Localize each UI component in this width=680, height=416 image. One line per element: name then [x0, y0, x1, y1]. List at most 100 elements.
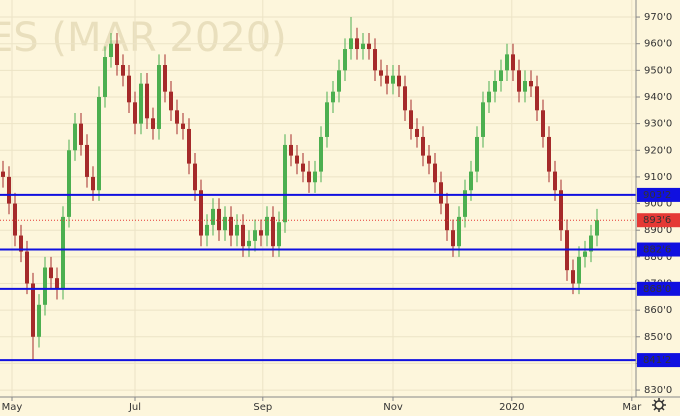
- candle-body: [355, 38, 359, 50]
- candle-body: [367, 43, 371, 50]
- candle-body: [427, 155, 431, 164]
- candle-body: [595, 220, 599, 236]
- candle-body: [181, 123, 185, 129]
- candle-body: [373, 49, 377, 71]
- candle-body: [433, 163, 437, 183]
- candle-body: [583, 251, 587, 257]
- x-tick-label: May: [2, 402, 23, 413]
- candle-body: [163, 65, 167, 92]
- candle-body: [73, 123, 77, 151]
- watermark: ES (MAR 2020): [0, 15, 287, 61]
- settings-icon[interactable]: [652, 398, 666, 412]
- candle-body: [133, 102, 137, 124]
- candle-body: [301, 163, 305, 172]
- y-tick-label: 930'0: [644, 119, 672, 130]
- candle-body: [571, 270, 575, 284]
- candle-body: [127, 75, 131, 103]
- candle-body: [487, 91, 491, 103]
- candle-body: [451, 230, 455, 247]
- candle-body: [211, 208, 215, 225]
- candle-body: [61, 216, 65, 289]
- candle-body: [505, 54, 509, 71]
- level-label: 882'6: [643, 245, 671, 256]
- x-tick-label: Jul: [128, 402, 141, 413]
- candle-body: [193, 163, 197, 191]
- candle-body: [241, 224, 245, 247]
- candle-body: [463, 190, 467, 217]
- candle-body: [403, 86, 407, 111]
- candle-body: [589, 235, 593, 252]
- candle-body: [397, 75, 401, 87]
- y-tick-label: 950'0: [644, 65, 672, 76]
- candle-body: [379, 70, 383, 76]
- candle-body: [235, 224, 239, 236]
- candle-body: [19, 235, 23, 252]
- candle-body: [103, 57, 107, 97]
- candle-body: [49, 267, 53, 279]
- candle-body: [445, 203, 449, 231]
- candle-body: [121, 65, 125, 76]
- candle-body: [79, 123, 83, 145]
- candle-body: [91, 176, 95, 191]
- candle-body: [319, 136, 323, 172]
- level-label-box: [637, 242, 680, 257]
- level-label: 903'2: [643, 190, 671, 201]
- candle-body: [25, 251, 29, 284]
- candle-body: [331, 91, 335, 103]
- candle-body: [277, 222, 281, 247]
- candle-body: [67, 150, 71, 217]
- y-tick-label: 860'0: [644, 305, 672, 316]
- candle-body: [85, 144, 89, 177]
- candle-body: [457, 216, 461, 247]
- y-tick-label: 880'0: [644, 252, 672, 263]
- candle-body: [475, 136, 479, 172]
- candle-body: [109, 43, 113, 58]
- candle-body: [307, 171, 311, 183]
- candle-body: [217, 208, 221, 231]
- y-tick-label: 830'0: [644, 385, 672, 396]
- candle-body: [145, 83, 149, 119]
- last-price-label: 893'6: [643, 215, 671, 226]
- candle-body: [271, 216, 275, 247]
- axes: 830'0840'0850'0860'0870'0880'0890'0900'0…: [2, 12, 680, 413]
- candle-body: [511, 54, 515, 71]
- levels: [0, 193, 636, 362]
- y-tick-label: 970'0: [644, 12, 672, 23]
- level-label: 841'2: [643, 355, 671, 366]
- candle-body: [247, 240, 251, 247]
- y-tick-label: 920'0: [644, 145, 672, 156]
- x-tick-label: 2020: [499, 402, 524, 413]
- candle-body: [175, 110, 179, 124]
- candle-body: [289, 144, 293, 156]
- y-tick-label: 960'0: [644, 39, 672, 50]
- candle-body: [553, 171, 557, 191]
- candle-body: [415, 128, 419, 137]
- candle-body: [349, 38, 353, 50]
- candle-body: [187, 128, 191, 164]
- candles: [1, 17, 599, 361]
- candle-body: [205, 224, 209, 236]
- candle-body: [469, 171, 473, 191]
- candle-body: [409, 110, 413, 129]
- x-tick-label: Mar: [622, 402, 642, 413]
- candle-body: [43, 267, 47, 305]
- candle-body: [529, 80, 533, 87]
- level-label-box: [637, 353, 680, 368]
- candle-body: [313, 171, 317, 183]
- y-tick-label: 890'0: [644, 225, 672, 236]
- candle-body: [481, 102, 485, 137]
- candle-body: [265, 216, 269, 236]
- candle-body: [517, 70, 521, 92]
- candle-body: [115, 43, 119, 66]
- candle-body: [223, 216, 227, 231]
- candle-body: [343, 49, 347, 71]
- candle-body: [7, 176, 11, 204]
- candle-body: [325, 102, 329, 137]
- candle-body: [439, 182, 443, 204]
- level-label: 868'0: [643, 284, 671, 295]
- candle-body: [199, 190, 203, 236]
- candle-body: [541, 110, 545, 137]
- candle-body: [337, 70, 341, 92]
